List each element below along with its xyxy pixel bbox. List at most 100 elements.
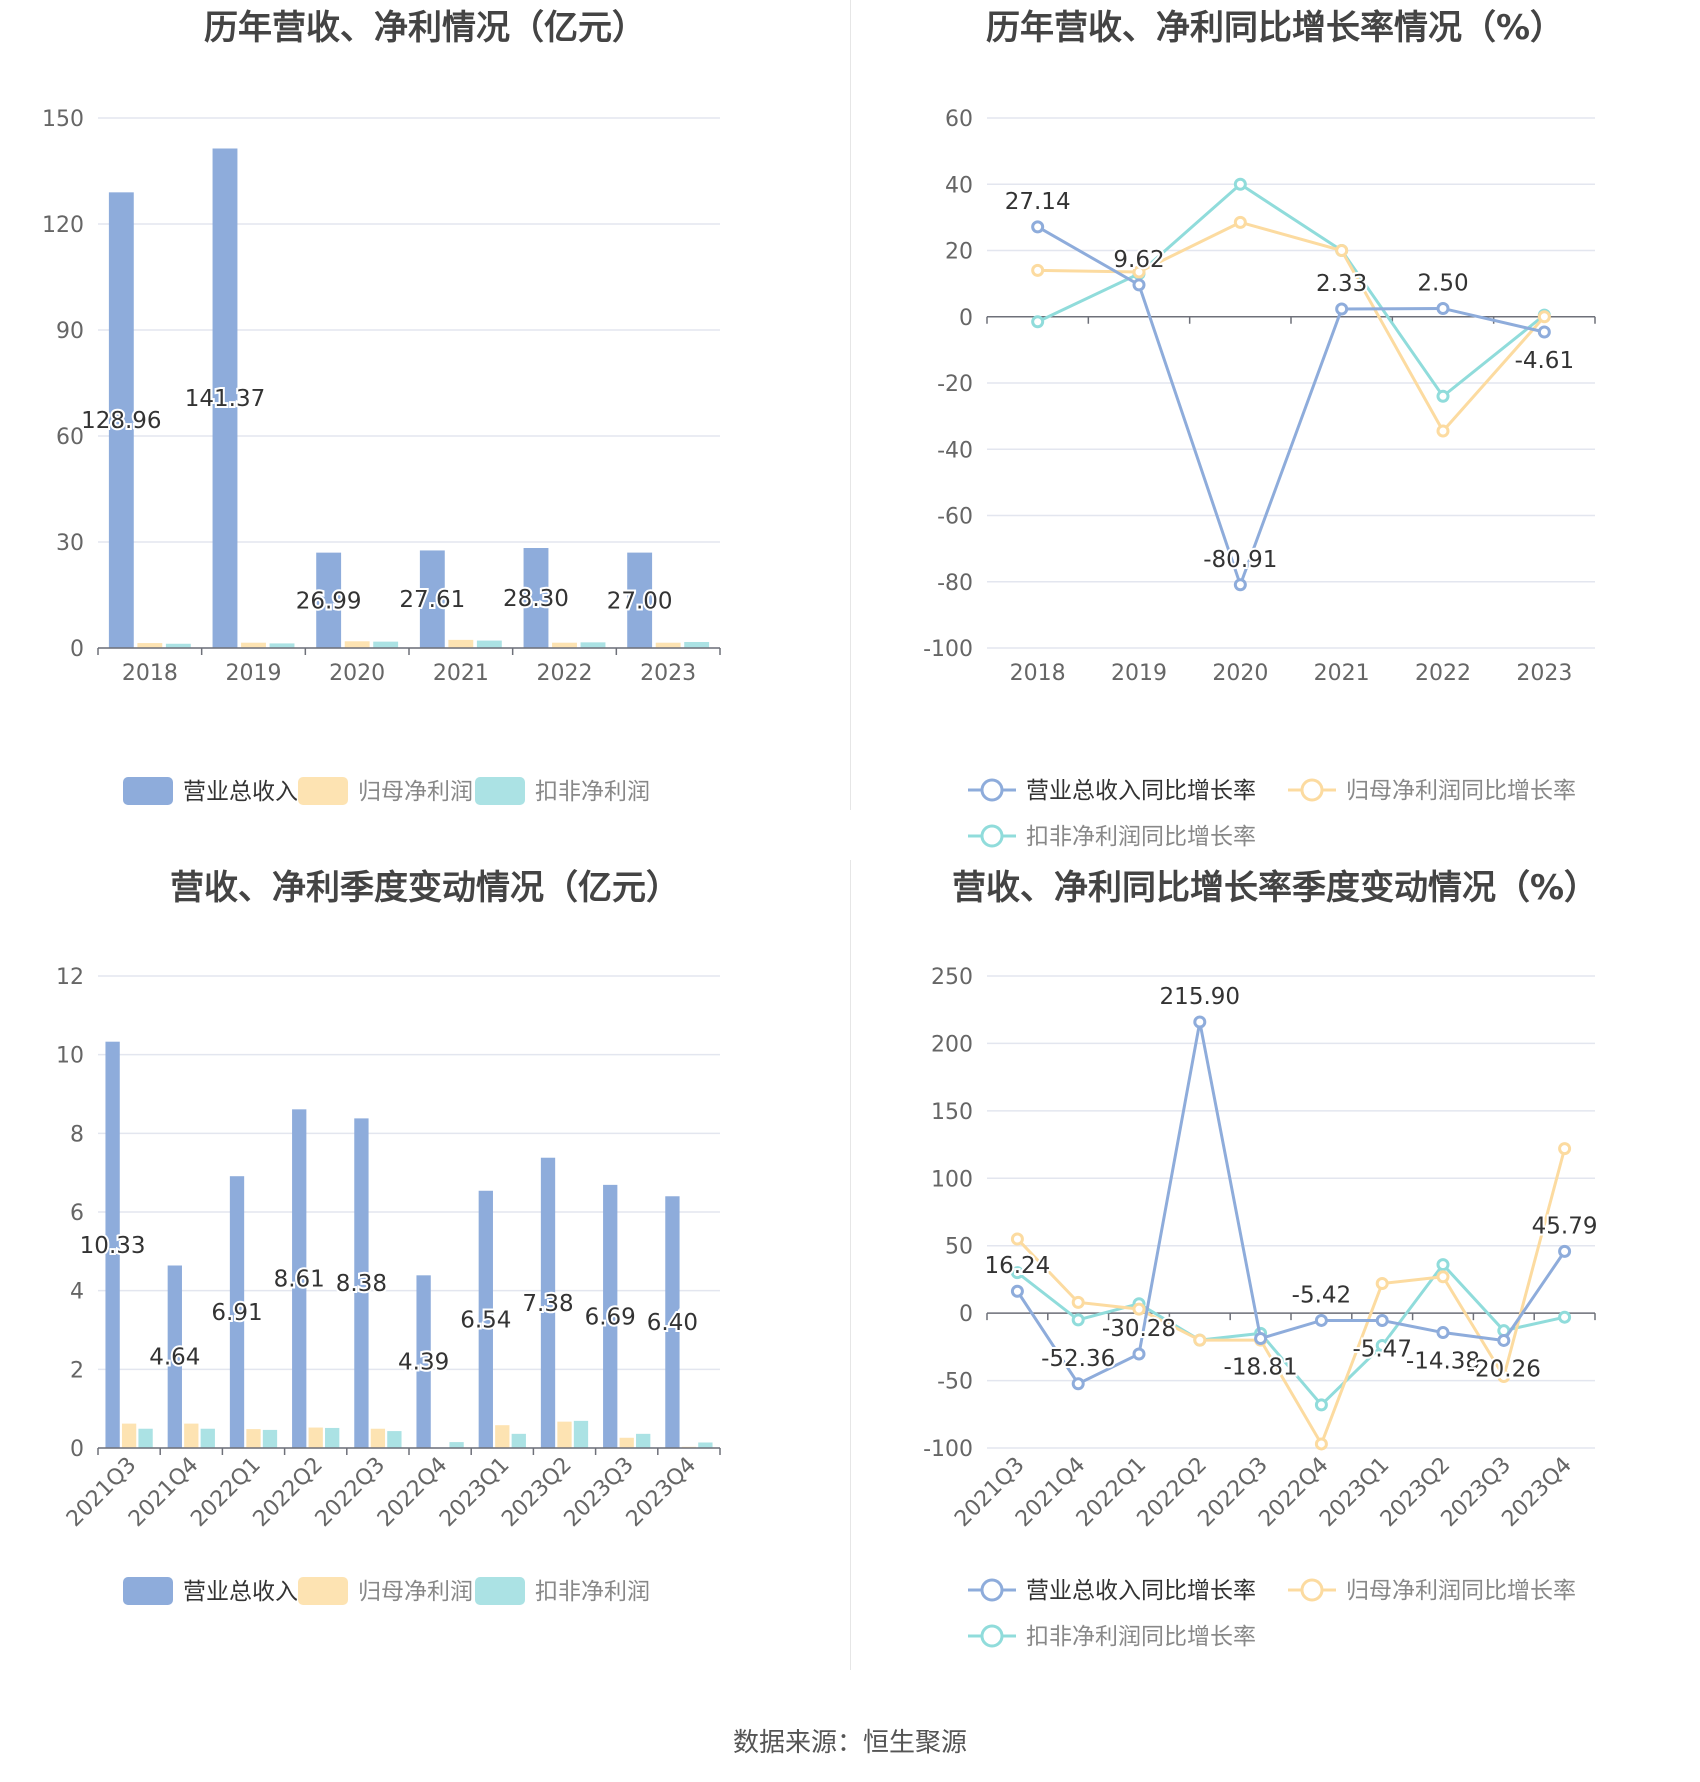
data-point [1558, 1310, 1572, 1324]
y-tick-label: 120 [42, 213, 84, 238]
data-label: 27.61 [399, 587, 465, 613]
legend-label: 营业总收入同比增长率 [1026, 778, 1256, 804]
data-point [1497, 1333, 1511, 1347]
bar [698, 1442, 713, 1448]
bar [665, 1196, 680, 1448]
x-tick-label: 2022 [537, 661, 593, 686]
legend-label: 扣非净利润同比增长率 [1026, 824, 1256, 850]
x-tick-label: 2022 [1415, 661, 1471, 686]
chart-canvas: -100-500501001502002502021Q32021Q42022Q1… [923, 965, 1599, 1650]
data-point [1132, 1302, 1146, 1316]
data-label: 28.30 [503, 586, 569, 612]
y-tick-label: 50 [945, 1235, 973, 1260]
data-point [1233, 177, 1247, 191]
data-label: 9.62 [1113, 247, 1164, 273]
bar [316, 552, 342, 648]
bar [636, 1433, 651, 1448]
data-label: 128.96 [81, 408, 161, 434]
y-tick-label: 0 [70, 1437, 84, 1462]
legend-marker [1300, 1578, 1324, 1602]
chart-title: 历年营收、净利情况（亿元） [204, 8, 646, 48]
data-point [1335, 244, 1349, 257]
data-point [1254, 1332, 1268, 1346]
legend-label: 归母净利润同比增长率 [1346, 1578, 1576, 1604]
legend-marker [980, 778, 1004, 802]
data-point [1071, 1313, 1085, 1327]
data-point [1436, 424, 1450, 438]
data-point [1010, 1284, 1024, 1298]
data-point [1233, 578, 1247, 592]
data-label: 141.37 [185, 386, 265, 412]
bar [540, 1157, 556, 1448]
y-tick-label: 8 [70, 1122, 84, 1147]
bar [200, 1428, 215, 1448]
bar [292, 1109, 307, 1448]
annual-revenue-profit-chart: 历年营收、净利情况（亿元） 0 30 60 90 120 150 128.96 141.37 2… [0, 0, 850, 860]
x-tick-label: 2019 [1111, 661, 1167, 686]
data-label: -5.42 [1292, 1282, 1352, 1308]
data-point [1375, 1314, 1389, 1328]
bar [165, 643, 191, 648]
data-point [1071, 1295, 1085, 1309]
y-tick-label: 12 [56, 965, 84, 990]
legend-swatch [123, 1577, 173, 1605]
bar [229, 1176, 245, 1448]
chart-canvas: 0 2 4 6 8 10 12 10.33 4.64 6.91 8.61 8.38 4.39 6.54 7.… [56, 965, 721, 1605]
data-point [1031, 315, 1045, 329]
bar [449, 1442, 464, 1448]
data-point [1314, 1437, 1328, 1451]
y-tick-label: 40 [945, 173, 973, 198]
legend-swatch [298, 777, 348, 805]
y-tick-label: -20 [937, 372, 973, 397]
series-line [1016, 1021, 1566, 1386]
bar [387, 1431, 402, 1448]
y-tick-label: 0 [70, 637, 84, 662]
data-label: 4.64 [149, 1345, 200, 1371]
legend-label: 扣非净利润 [535, 1579, 650, 1605]
bar [573, 1420, 589, 1448]
y-tick-label: -40 [937, 438, 973, 463]
data-point [1132, 278, 1146, 292]
series-line [1037, 220, 1546, 434]
data-label: 6.91 [211, 1300, 262, 1326]
bar [308, 1427, 323, 1448]
data-point [1436, 1258, 1450, 1272]
legend-label: 扣非净利润 [535, 779, 650, 805]
legend-label: 营业总收入同比增长率 [1026, 1578, 1256, 1604]
data-label: 2.33 [1316, 271, 1367, 297]
data-label: 4.39 [398, 1350, 449, 1376]
legend-label: 归母净利润 [358, 779, 473, 805]
x-tick-label: 2021 [1314, 661, 1370, 686]
data-point [1193, 1015, 1207, 1029]
chart-canvas: -100 -80 -60 -40 -20 0 20 40 60 2018 2019 2020 2021 2… [923, 107, 1596, 850]
bar [105, 1041, 120, 1448]
bar [138, 1428, 153, 1448]
bar [354, 1118, 369, 1448]
y-tick-label: -100 [923, 637, 973, 662]
x-tick-label: 2023Q4 [622, 1453, 701, 1532]
legend-swatch [475, 1577, 525, 1605]
data-label: 6.54 [460, 1307, 511, 1333]
x-tick-label: 2023 [1516, 661, 1572, 686]
annual-growth-rate-chart: 历年营收、净利同比增长率情况（%） -100 -80 -60 -40 -20 0 20 40 6… [850, 0, 1700, 860]
legend-label: 营业总收入 [183, 779, 298, 805]
bar [121, 1423, 137, 1448]
bar [262, 1429, 278, 1448]
bar [325, 1427, 340, 1448]
data-label: -4.61 [1515, 348, 1575, 374]
y-tick-label: 30 [56, 531, 84, 556]
data-label: 215.90 [1160, 984, 1240, 1010]
data-point [1497, 1370, 1511, 1384]
data-point [1436, 301, 1450, 315]
data-label: 6.69 [585, 1304, 636, 1330]
legend-marker [980, 1578, 1004, 1602]
y-tick-label: 2 [70, 1358, 84, 1383]
y-tick-label: 0 [959, 1302, 973, 1327]
bar [269, 643, 295, 648]
legend-marker [980, 824, 1004, 848]
data-point [1537, 325, 1551, 339]
y-tick-label: 200 [931, 1032, 973, 1057]
bar [419, 550, 445, 648]
data-point [1193, 1333, 1207, 1347]
data-label: -5.47 [1352, 1337, 1412, 1363]
